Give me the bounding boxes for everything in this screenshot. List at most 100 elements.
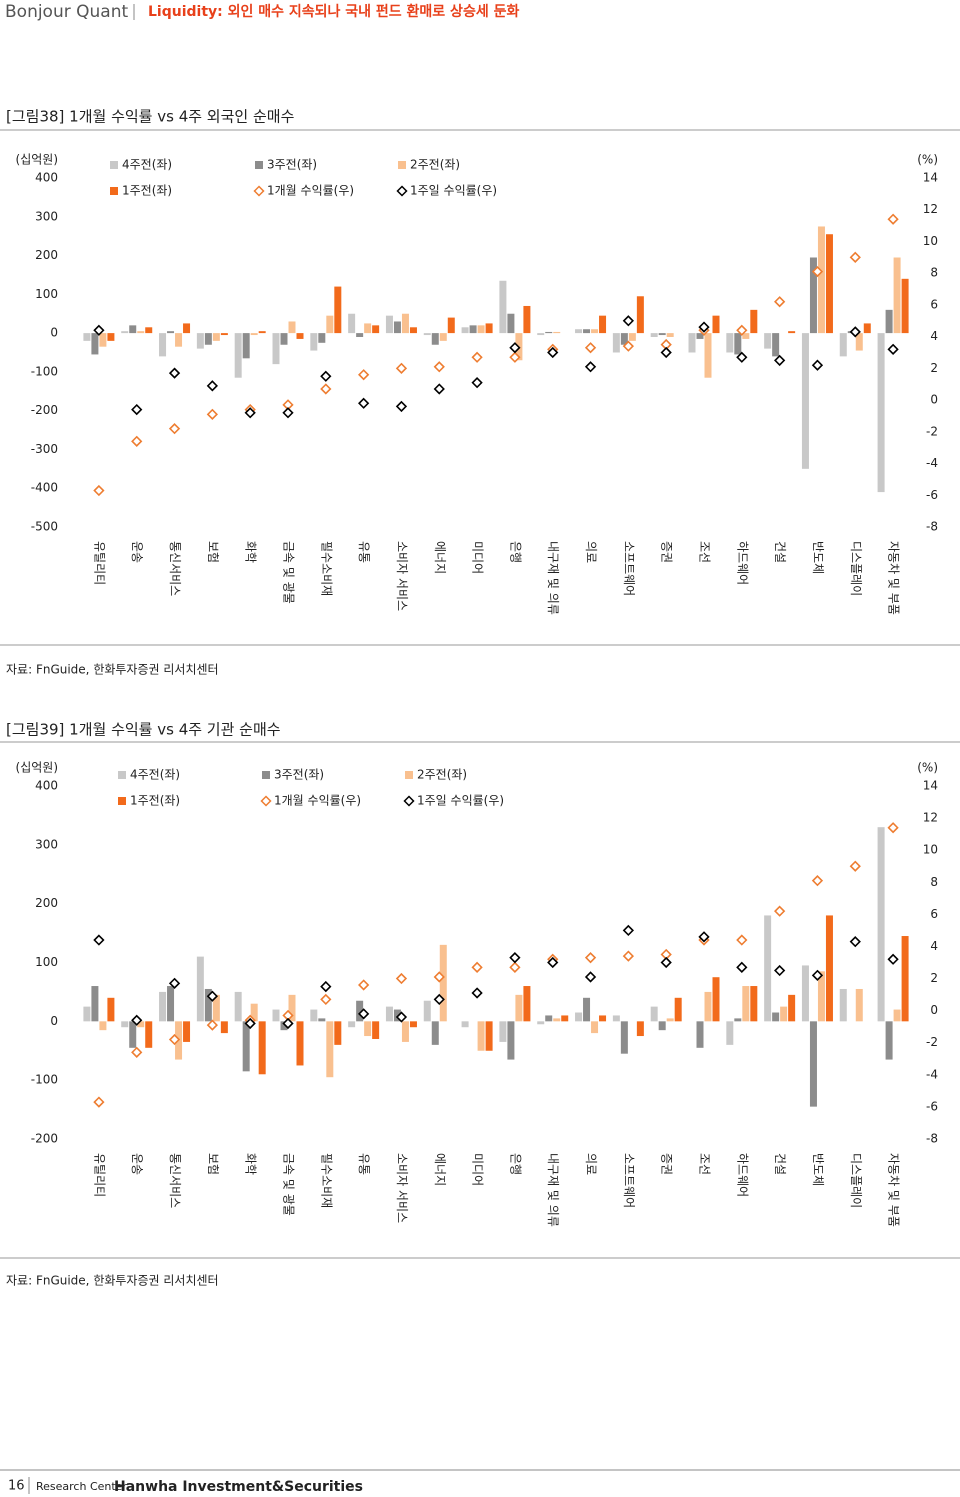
x-tick-label: 소프트웨어 [622, 1153, 636, 1208]
return-marker [168, 977, 181, 989]
return-marker [509, 342, 521, 354]
y-axis-unit: (십억원) [16, 761, 58, 775]
bar [250, 333, 258, 336]
bar [885, 309, 893, 334]
bar [855, 333, 863, 351]
bar [742, 986, 750, 1022]
y2-tick-label: 4 [930, 939, 938, 953]
legend-label: 2주전(좌) [410, 158, 460, 172]
bar [636, 1021, 644, 1037]
y-tick-label: -200 [31, 1132, 58, 1146]
return-marker [509, 952, 521, 964]
x-tick-label: 은행 [508, 1153, 523, 1175]
bar [447, 317, 455, 334]
legend-marker [110, 187, 118, 195]
bar [423, 1000, 431, 1022]
bar [696, 1021, 704, 1048]
bar [726, 1021, 734, 1045]
legend-label: 1개월 수익률(우) [267, 184, 354, 198]
bar [145, 1021, 153, 1048]
y-tick-label: -500 [31, 520, 58, 534]
return-marker [887, 343, 899, 355]
return-marker [547, 346, 559, 359]
bar [334, 1021, 342, 1045]
bar [612, 1015, 620, 1022]
source: 자료: FnGuide, 한화투자증권 리서치센터 [6, 663, 219, 677]
legend-marker [262, 771, 270, 779]
x-tick-label: 반도체 [811, 541, 825, 574]
return-marker [131, 435, 143, 447]
bar [121, 331, 129, 334]
bar [99, 1021, 107, 1031]
legend-label: 2주전(좌) [417, 768, 467, 782]
bar [772, 1012, 780, 1022]
y2-tick-label: 2 [930, 971, 938, 985]
bar [326, 1021, 334, 1078]
bar [175, 333, 183, 347]
x-tick-label: 에너지 [433, 1153, 447, 1186]
return-marker [358, 397, 370, 409]
bar [788, 331, 796, 334]
bar [385, 1006, 393, 1022]
bar [499, 1021, 507, 1042]
return-marker [811, 875, 824, 887]
bar [288, 994, 296, 1022]
return-marker [320, 383, 332, 395]
x-tick-label: 하드웨어 [735, 1153, 749, 1197]
bar [583, 329, 591, 334]
x-tick-label: 의료 [584, 541, 598, 563]
return-marker [131, 403, 143, 416]
bar [280, 333, 288, 345]
bar [250, 1003, 258, 1022]
bar [167, 331, 175, 334]
return-marker [358, 1008, 370, 1020]
return-marker [282, 1017, 294, 1030]
x-tick-label: 소비자 서비스 [395, 541, 409, 611]
bar [499, 280, 507, 334]
y-tick-label: -100 [31, 1073, 58, 1087]
bar [356, 1000, 364, 1022]
y-tick-label: 100 [35, 287, 58, 301]
x-tick-label: 유틸리티 [92, 1153, 106, 1197]
bar [83, 333, 91, 341]
return-marker [547, 956, 559, 969]
return-marker [433, 993, 445, 1006]
bar [825, 915, 833, 1022]
x-tick-label: 필수소비재 [319, 1153, 333, 1208]
return-marker [887, 213, 899, 225]
y2-tick-label: -4 [926, 1067, 938, 1081]
return-marker [471, 377, 483, 389]
x-tick-label: 유통 [357, 541, 371, 563]
y2-tick-label: 12 [923, 811, 938, 825]
x-tick-label: 화학 [244, 541, 258, 563]
y2-tick-label: 12 [923, 202, 938, 216]
legend-label: 1주일 수익률(우) [410, 184, 497, 198]
y2-axis-unit: (%) [917, 761, 938, 775]
return-marker [698, 321, 710, 333]
y2-tick-label: 8 [930, 266, 938, 280]
bar [801, 333, 809, 469]
x-tick-label: 에너지 [433, 541, 447, 574]
return-marker [622, 950, 634, 962]
return-marker [849, 936, 861, 948]
bar [334, 286, 342, 334]
bar [704, 333, 712, 378]
bar [348, 1021, 356, 1028]
bar [764, 333, 772, 349]
bar [183, 1021, 191, 1042]
bar [159, 333, 167, 357]
return-marker [282, 407, 294, 419]
return-marker [811, 265, 824, 278]
bar [674, 997, 682, 1022]
x-tick-label: 소비자 서비스 [395, 1153, 409, 1223]
bar [620, 333, 628, 345]
bar [750, 986, 758, 1022]
bar [893, 257, 901, 334]
y2-tick-label: 4 [930, 329, 938, 343]
bar [666, 333, 674, 337]
bar [712, 315, 720, 334]
y2-tick-label: -8 [926, 1132, 938, 1146]
return-marker [358, 979, 370, 991]
bar [688, 333, 696, 353]
